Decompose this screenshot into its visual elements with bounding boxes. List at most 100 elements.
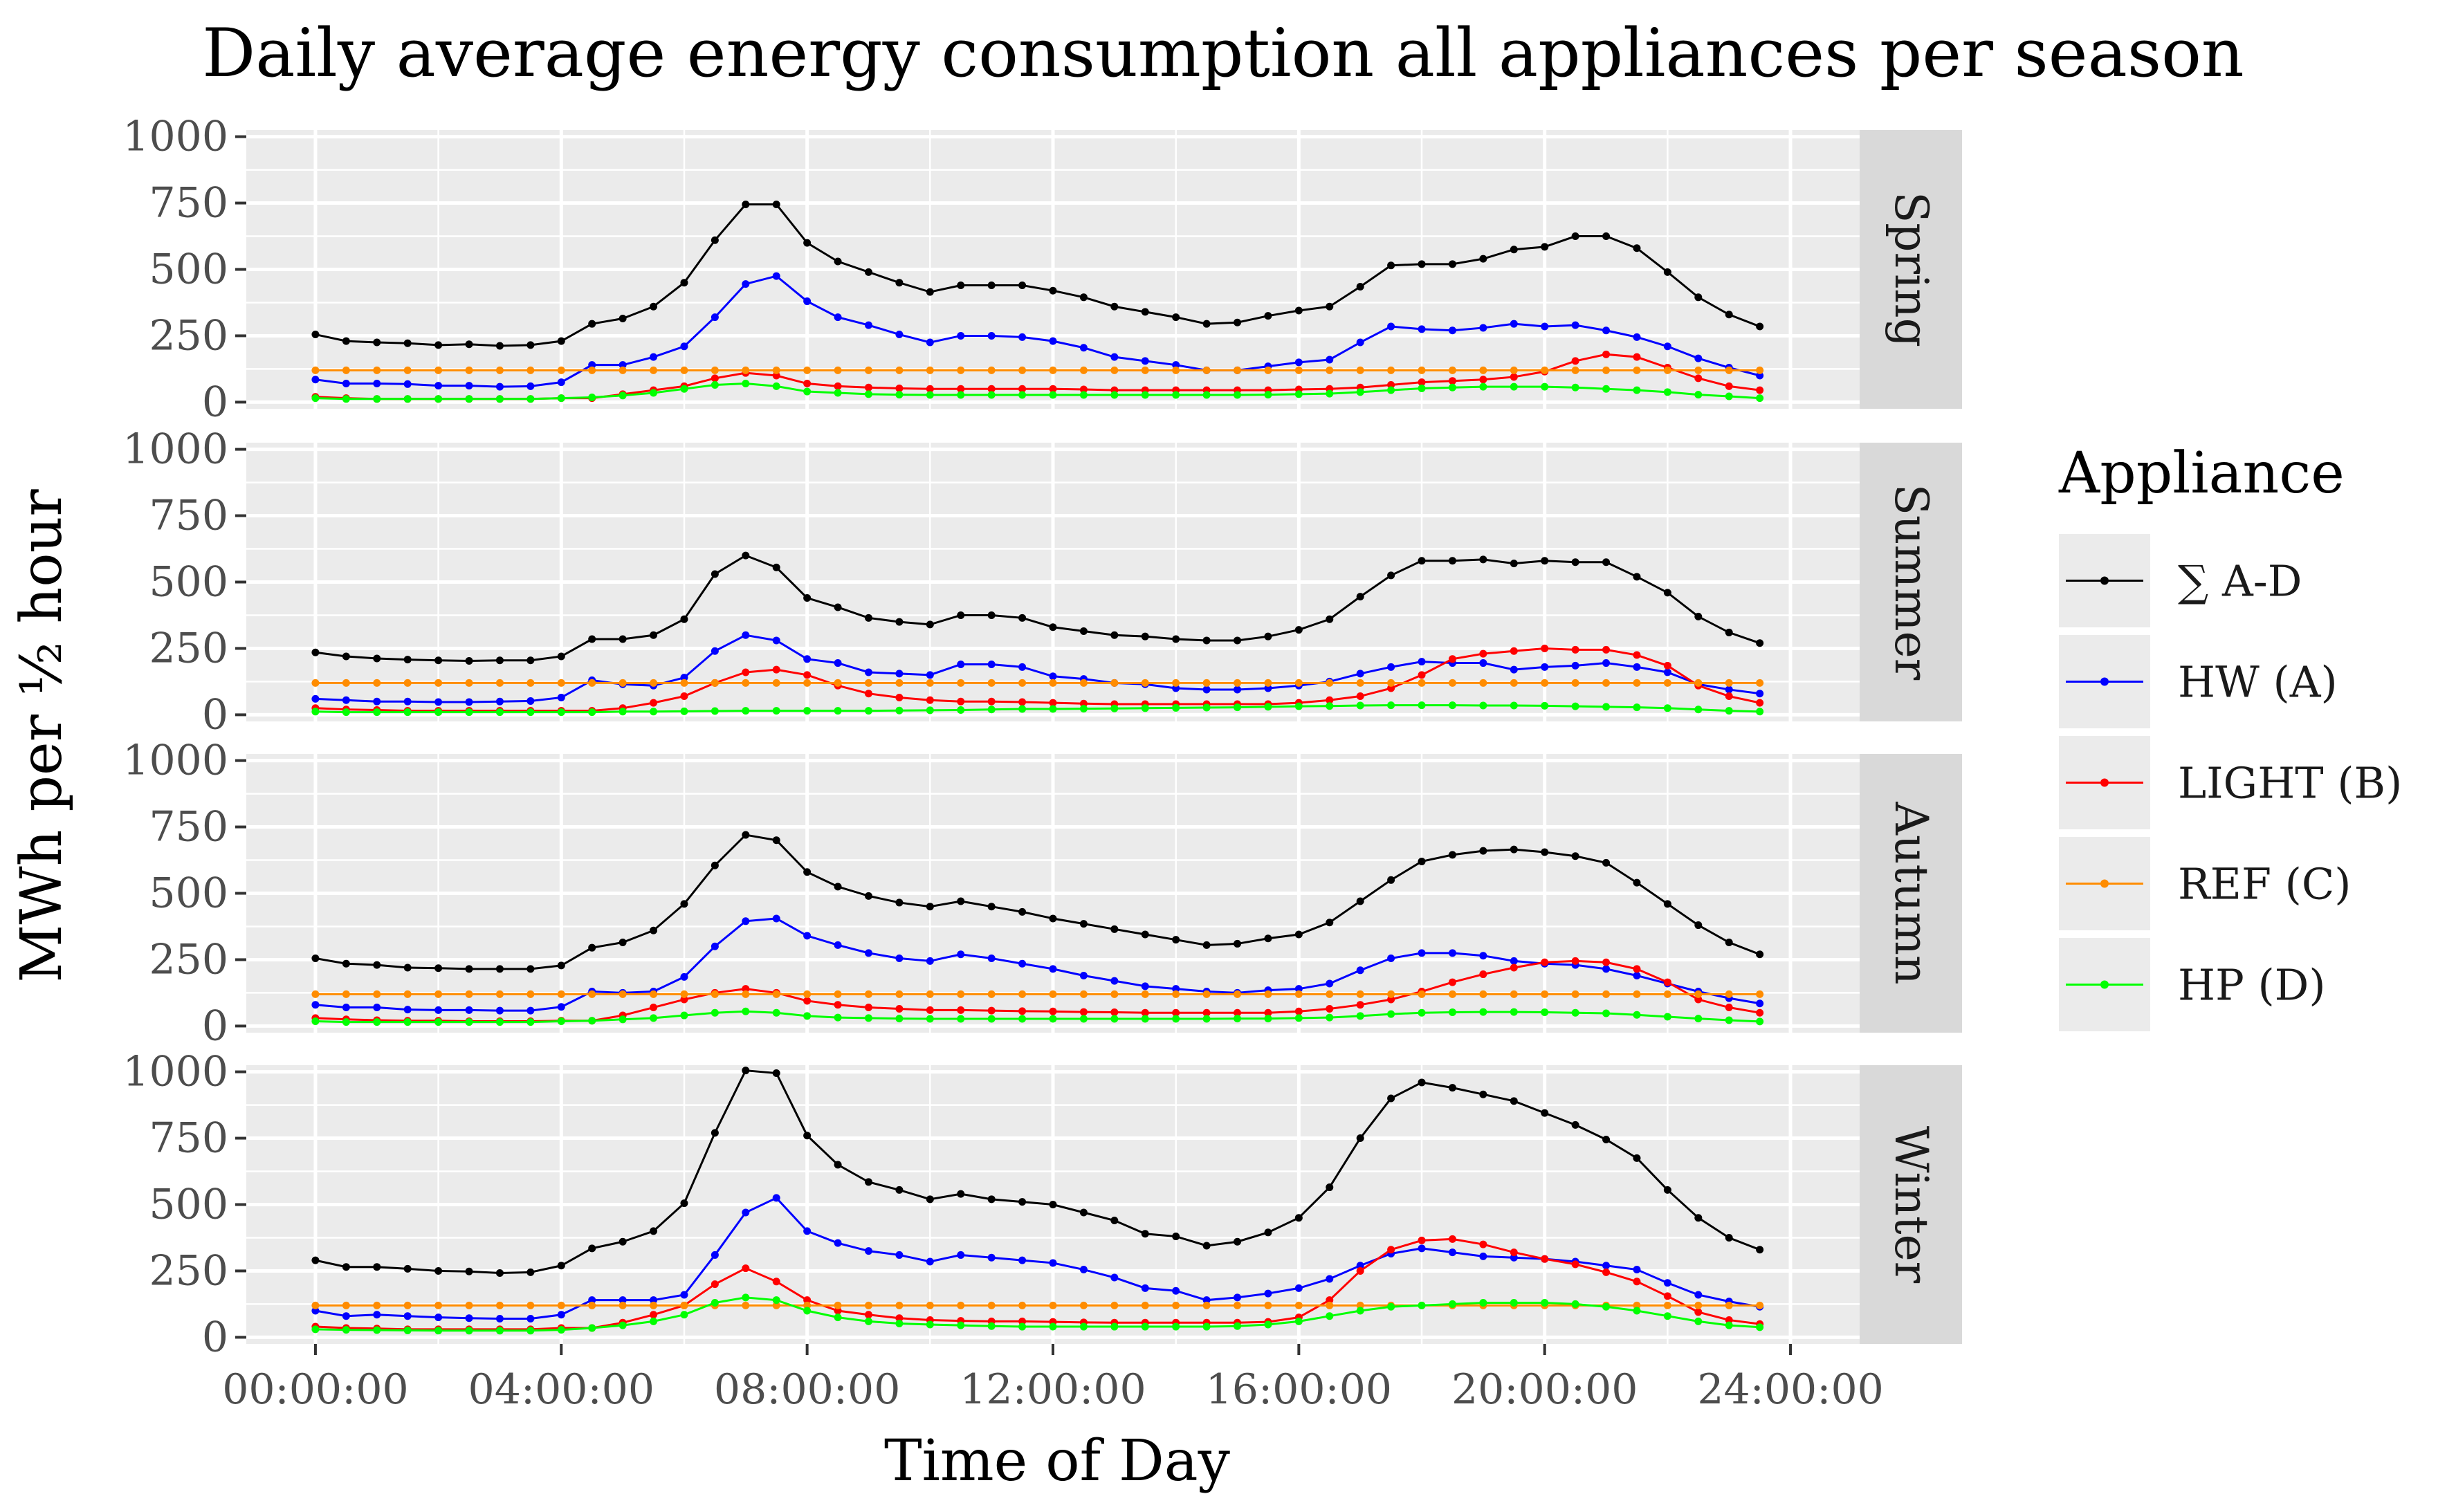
data-point	[1756, 394, 1764, 403]
data-point	[1356, 366, 1364, 374]
data-point	[1448, 557, 1456, 565]
data-point	[1756, 366, 1764, 374]
facet-panels: 0 250 500 750 1000 Spring 0 250 500 750 1000 Summer…	[122, 113, 1962, 1361]
data-point	[1663, 1013, 1671, 1021]
data-point	[1326, 615, 1334, 623]
data-point	[1448, 1008, 1456, 1016]
data-point	[342, 380, 350, 388]
data-point	[957, 385, 965, 393]
legend-key-point	[2100, 778, 2109, 787]
data-point	[1541, 382, 1549, 391]
data-point	[1510, 246, 1518, 254]
data-point	[1756, 999, 1764, 1008]
data-point	[618, 1015, 627, 1024]
data-point	[1172, 936, 1180, 944]
y-tick-label: 500	[149, 1181, 228, 1229]
data-point	[864, 1014, 872, 1022]
data-point	[650, 1311, 658, 1319]
data-point	[465, 990, 473, 998]
data-point	[1571, 558, 1579, 566]
data-point	[1418, 1008, 1426, 1017]
data-point	[1479, 847, 1487, 855]
series-hw-a	[311, 914, 1764, 1015]
data-point	[1510, 665, 1518, 674]
data-point	[1756, 708, 1764, 716]
data-point	[1356, 897, 1364, 905]
data-point	[1079, 385, 1088, 394]
data-point	[1756, 950, 1764, 959]
data-point	[1202, 1015, 1211, 1023]
data-point	[1602, 1302, 1611, 1311]
data-point	[987, 1301, 996, 1309]
data-point	[1202, 391, 1211, 399]
data-point	[311, 1256, 320, 1264]
data-point	[1079, 1008, 1088, 1016]
data-point	[1418, 857, 1426, 865]
data-point	[864, 321, 872, 329]
data-point	[711, 236, 719, 244]
data-point	[772, 366, 780, 374]
data-point	[772, 990, 780, 998]
data-point	[1571, 1260, 1579, 1269]
data-point	[1234, 1015, 1242, 1023]
data-point	[1602, 1009, 1611, 1017]
data-point	[834, 679, 842, 687]
data-point	[618, 366, 627, 374]
x-tick-label: 08:00:00	[714, 1365, 900, 1414]
data-point	[1172, 1322, 1180, 1331]
data-point	[803, 387, 812, 396]
data-point	[1725, 366, 1733, 374]
data-point	[342, 1263, 350, 1271]
data-point	[680, 279, 688, 287]
data-point	[1571, 357, 1579, 365]
data-point	[495, 1301, 504, 1309]
data-point	[403, 380, 412, 388]
data-point	[403, 366, 412, 374]
data-point	[1633, 878, 1641, 887]
data-point	[557, 1003, 565, 1011]
data-point	[1418, 990, 1426, 998]
data-point	[711, 570, 719, 578]
data-point	[1264, 1228, 1272, 1237]
data-point	[1633, 1301, 1641, 1309]
data-point	[1294, 1214, 1303, 1222]
data-point	[495, 1327, 504, 1335]
data-point	[742, 1264, 750, 1273]
data-point	[1756, 1017, 1764, 1026]
data-point	[1326, 366, 1334, 374]
data-point	[1725, 1316, 1733, 1324]
data-point	[1079, 293, 1088, 302]
data-point	[1633, 333, 1641, 341]
data-point	[1571, 679, 1579, 687]
data-point	[957, 950, 965, 959]
data-point	[1018, 1198, 1027, 1206]
series-line	[315, 1010, 1760, 1024]
data-point	[895, 706, 904, 714]
data-point	[1633, 353, 1641, 361]
data-point	[495, 965, 504, 973]
data-point	[342, 708, 350, 717]
data-point	[1479, 1008, 1487, 1016]
data-point	[588, 943, 596, 952]
data-point	[342, 1312, 350, 1320]
data-point	[1510, 957, 1518, 965]
data-point	[1172, 635, 1180, 643]
data-point	[1172, 1015, 1180, 1023]
data-point	[1756, 371, 1764, 380]
data-point	[465, 1018, 473, 1026]
data-point	[1110, 925, 1119, 933]
data-point	[1264, 312, 1272, 320]
data-point	[1110, 977, 1119, 985]
data-point	[1633, 663, 1641, 671]
data-point	[588, 1324, 596, 1332]
data-point	[1110, 1008, 1119, 1016]
series-hp-d	[311, 1293, 1764, 1335]
data-point	[373, 1326, 381, 1334]
data-point	[650, 389, 658, 397]
data-point	[680, 674, 688, 682]
data-point	[1326, 1275, 1334, 1283]
data-point	[650, 679, 658, 687]
data-point	[1172, 391, 1180, 399]
data-point	[373, 679, 381, 687]
data-point	[1694, 1301, 1703, 1309]
